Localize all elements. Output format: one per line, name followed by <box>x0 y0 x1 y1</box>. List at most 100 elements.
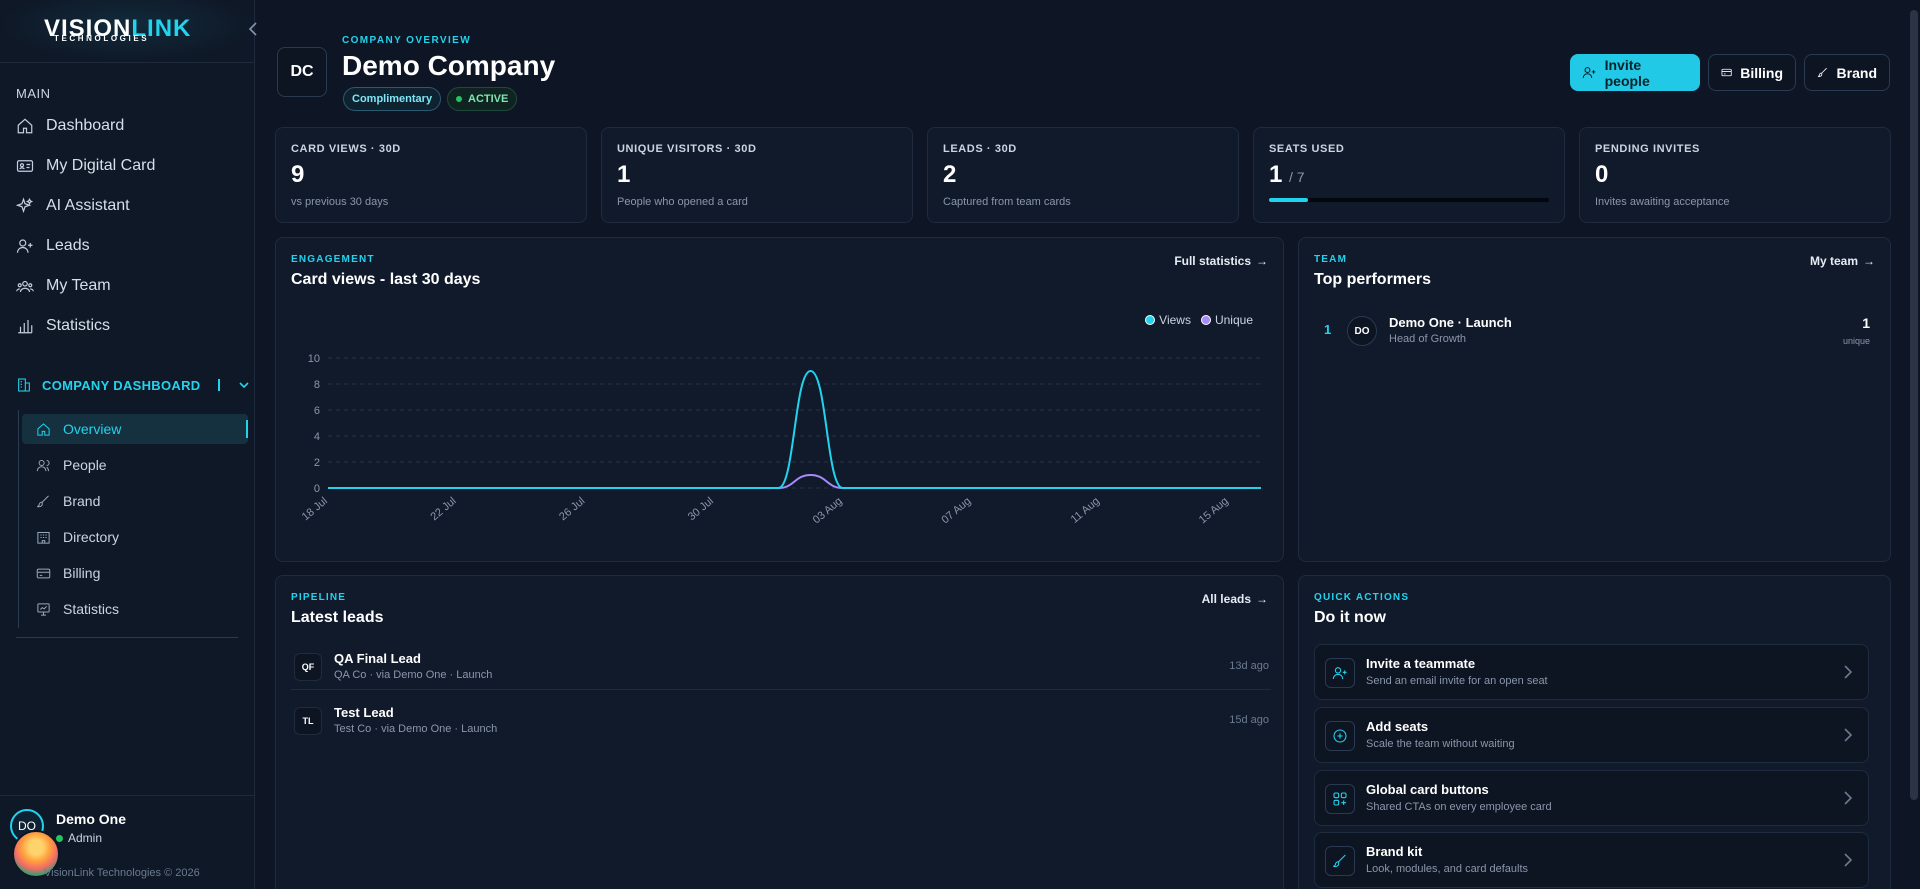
stat-sub: People who opened a card <box>617 196 748 208</box>
global-card-buttons-action[interactable]: Global card buttons Shared CTAs on every… <box>1314 770 1869 826</box>
sidebar-item-billing[interactable]: Billing <box>22 558 248 588</box>
page-title: Demo Company <box>342 50 556 81</box>
link-label: Full statistics <box>1174 254 1251 268</box>
my-team-link[interactable]: My team → <box>1810 254 1875 268</box>
list-item[interactable]: TL Test Lead Test Co · via Demo One · La… <box>291 700 1271 744</box>
views-line-chart: 0 2 4 6 8 10 18 Jul 22 Jul 26 Jul 30 Jul 03 Aug 07 … <box>300 353 1261 526</box>
legend-swatch <box>1200 315 1211 325</box>
x-tick-label: 11 Aug <box>1069 495 1102 526</box>
nav-item-ai-assistant[interactable]: AI Assistant <box>16 191 130 221</box>
all-leads-link[interactable]: All leads → <box>1202 592 1268 606</box>
panel-kicker: TEAM <box>1314 254 1348 265</box>
sidebar-item-label: Statistics <box>63 601 120 617</box>
nav-item-statistics[interactable]: Statistics <box>16 311 110 341</box>
building-icon <box>18 378 30 392</box>
billing-button[interactable]: Billing <box>1708 54 1796 91</box>
sidebar-item-label: People <box>63 457 107 473</box>
y-tick-label: 8 <box>314 379 320 391</box>
action-sub: Scale the team without waiting <box>1366 738 1515 750</box>
x-tick-label: 26 Jul <box>557 495 587 523</box>
panel-kicker: ENGAGEMENT <box>291 254 375 265</box>
lead-meta: Test Co · via Demo One · Launch <box>334 723 498 735</box>
scrollbar[interactable] <box>1910 10 1918 800</box>
company-dashboard-section[interactable]: COMPANY DASHBOARD <box>16 377 250 393</box>
y-tick-label: 10 <box>308 353 320 365</box>
action-title: Add seats <box>1366 719 1429 734</box>
sidebar-item-directory[interactable]: Directory <box>22 522 248 552</box>
credit-card-icon <box>36 568 51 578</box>
x-tick-label: 03 Aug <box>811 495 845 526</box>
quick-actions-panel: QUICK ACTIONS Do it now Invite a teammat… <box>1298 575 1891 889</box>
x-tick-label: 30 Jul <box>686 495 716 523</box>
nav-item-digital-card[interactable]: My Digital Card <box>16 151 155 181</box>
avatar: DO <box>1347 316 1377 346</box>
nav-item-leads[interactable]: Leads <box>16 231 90 261</box>
user-name: Demo One <box>56 811 127 827</box>
chevron-down-icon[interactable] <box>238 379 250 391</box>
users-icon <box>16 280 34 293</box>
link-label: My team <box>1809 254 1858 268</box>
nav-section-main: MAIN <box>16 86 51 101</box>
stat-value: 0 <box>1595 161 1609 188</box>
stat-sub: vs previous 30 days <box>291 196 389 208</box>
sidebar-item-brand[interactable]: Brand <box>22 486 248 516</box>
home-icon <box>37 422 50 436</box>
credit-card-icon <box>1721 68 1732 77</box>
seats-progress-bar <box>1269 198 1549 202</box>
section-label: COMPANY DASHBOARD <box>42 377 201 393</box>
invite-people-button[interactable]: Invite people <box>1570 54 1700 91</box>
performer-role: Head of Growth <box>1389 333 1467 345</box>
nav-item-my-team[interactable]: My Team <box>16 271 111 301</box>
section-indicator <box>218 379 221 391</box>
sidebar-item-people[interactable]: People <box>22 450 248 480</box>
legend-label: Unique <box>1214 313 1253 327</box>
legend-label: Views <box>1159 313 1191 327</box>
divider <box>16 637 238 638</box>
brand-kit-action[interactable]: Brand kit Look, modules, and card defaul… <box>1314 832 1869 888</box>
copyright: VisionLink Technologies © 2026 <box>44 867 200 879</box>
add-seats-action[interactable]: Add seats Scale the team without waiting <box>1314 707 1869 763</box>
arrow-right-icon: → <box>1863 254 1875 268</box>
chevron-right-icon <box>1844 853 1853 867</box>
plan-badge: Complimentary <box>343 87 442 111</box>
legend-item-views[interactable]: Views <box>1145 313 1191 327</box>
brand-logo[interactable]: VISIONLINK TECHNOLOGIES <box>0 0 254 63</box>
panel-kicker: PIPELINE <box>291 592 347 603</box>
sidebar-item-overview[interactable]: Overview <box>22 414 248 444</box>
user-profile[interactable]: DO Demo One Admin VisionLink Technologie… <box>0 795 255 889</box>
lead-name: Test Lead <box>334 705 394 720</box>
nav-item-dashboard[interactable]: Dashboard <box>16 111 124 141</box>
y-tick-label: 4 <box>314 431 320 443</box>
sidebar-item-statistics[interactable]: Statistics <box>22 594 248 624</box>
sidebar-item-label: Overview <box>63 421 122 437</box>
nav-item-label: Dashboard <box>46 117 125 134</box>
legend-item-unique[interactable]: Unique <box>1200 313 1253 327</box>
collapse-sidebar-icon[interactable] <box>248 22 262 40</box>
engagement-panel: ENGAGEMENT Card views - last 30 days Ful… <box>275 237 1284 562</box>
action-sub: Look, modules, and card defaults <box>1366 863 1529 875</box>
brand-button[interactable]: Brand <box>1804 54 1890 91</box>
action-title: Brand kit <box>1366 844 1423 859</box>
invite-teammate-action[interactable]: Invite a teammate Send an email invite f… <box>1314 644 1869 700</box>
status-label: ACTIVE <box>468 93 509 105</box>
online-status-dot <box>56 835 63 842</box>
series-line-views <box>327 369 1261 489</box>
users-icon <box>36 459 50 471</box>
seats-progress-fill <box>1269 198 1309 202</box>
id-card-icon <box>16 160 34 172</box>
logo-tagline: TECHNOLOGIES <box>54 34 150 43</box>
user-plus-icon <box>1332 667 1347 680</box>
chart-legend: Views Unique <box>1145 313 1253 327</box>
stat-value: 2 <box>943 161 957 188</box>
action-sub: Shared CTAs on every employee card <box>1366 801 1552 813</box>
list-item[interactable]: QF QA Final Lead QA Co · via Demo One · … <box>291 646 1271 690</box>
seats-total: / 7 <box>1289 169 1305 185</box>
nav-item-label: Leads <box>46 237 90 254</box>
button-label: Brand <box>1836 64 1877 81</box>
sidebar-item-label: Billing <box>63 565 101 581</box>
performer-row[interactable]: 1 DO Demo One · Launch Head of Growth 1 … <box>1314 314 1874 350</box>
beach-avatar-badge[interactable] <box>12 830 60 878</box>
full-statistics-link[interactable]: Full statistics → <box>1174 254 1268 268</box>
x-tick-label: 15 Aug <box>1197 495 1231 526</box>
